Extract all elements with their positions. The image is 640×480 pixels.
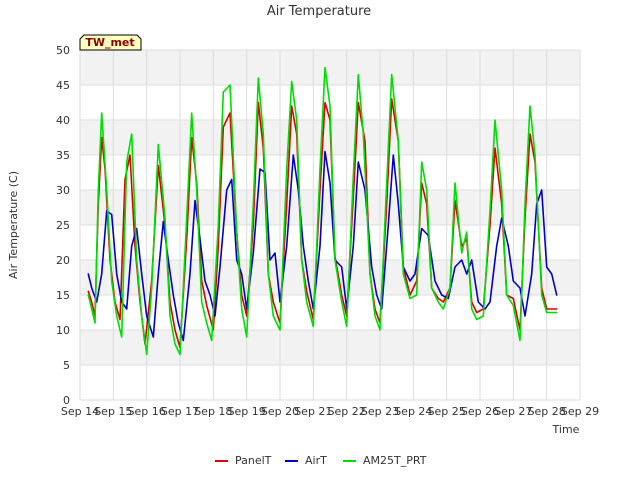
legend: PanelT AirT AM25T_PRT: [215, 454, 427, 467]
y-tick-label: 50: [56, 44, 70, 57]
plot-band: [80, 50, 580, 85]
legend-label: AM25T_PRT: [363, 454, 427, 467]
y-axis-ticks: 0 5 10 15 20 25 30 35 40 45 50: [56, 44, 70, 407]
x-tick-label: Sep 25: [428, 405, 466, 418]
x-tick-label: Sep 21: [294, 405, 332, 418]
y-tick-label: 15: [56, 289, 70, 302]
x-tick-label: Sep 20: [261, 405, 299, 418]
chart-title: Air Temperature: [267, 4, 371, 19]
x-tick-label: Sep 16: [128, 405, 166, 418]
x-tick-label: Sep 26: [461, 405, 499, 418]
x-tick-label: Sep 24: [394, 405, 432, 418]
legend-label: AirT: [305, 454, 327, 467]
plot-band: [80, 330, 580, 365]
x-tick-label: Sep 18: [194, 405, 232, 418]
y-tick-label: 40: [56, 114, 70, 127]
x-tick-label: Sep 23: [361, 405, 399, 418]
x-tick-label: Sep 27: [494, 405, 532, 418]
y-tick-label: 20: [56, 254, 70, 267]
x-tick-label: Sep 17: [161, 405, 199, 418]
plot-band: [80, 260, 580, 295]
grid-lines: [79, 49, 581, 401]
y-tick-label: 10: [56, 324, 70, 337]
series-lines: [87, 66, 558, 356]
y-tick-label: 30: [56, 184, 70, 197]
series-line-am25t-prt: [87, 66, 558, 356]
legend-label: PanelT: [235, 454, 272, 467]
x-tick-label: Sep 15: [94, 405, 132, 418]
station-badge: TW_met: [79, 34, 142, 51]
badge-label: TW_met: [85, 36, 134, 49]
x-tick-label: Sep 14: [61, 405, 99, 418]
series-line-airt: [87, 150, 558, 342]
x-tick-label: Sep 19: [228, 405, 266, 418]
x-tick-label: Sep 29: [561, 405, 599, 418]
y-tick-label: 0: [63, 394, 70, 407]
badge-shape: [79, 34, 142, 51]
x-tick-label: Sep 28: [528, 405, 566, 418]
y-tick-label: 35: [56, 149, 70, 162]
x-axis-label: Time: [552, 423, 580, 436]
y-tick-label: 5: [63, 359, 70, 372]
x-tick-label: Sep 22: [328, 405, 366, 418]
y-tick-label: 25: [56, 219, 70, 232]
y-axis-label: Air Temperature (C): [7, 171, 20, 279]
y-tick-label: 45: [56, 79, 70, 92]
